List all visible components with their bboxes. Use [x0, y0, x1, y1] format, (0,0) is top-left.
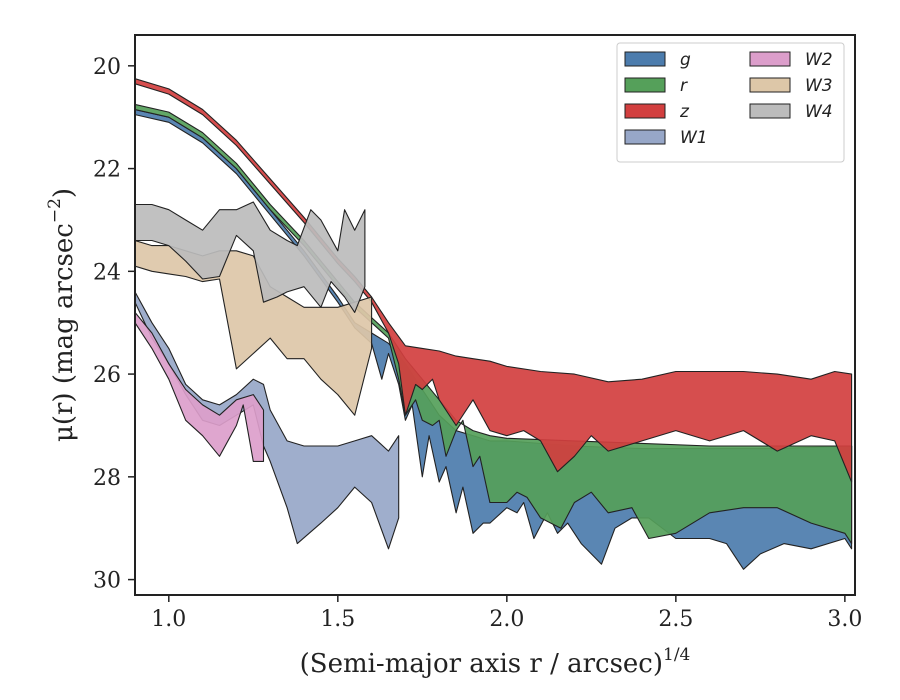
y-tick-label: 28	[93, 466, 121, 491]
y-tick-label: 20	[93, 55, 121, 80]
legend: grz W1 W2 W3 W4	[616, 42, 845, 163]
y-tick-label: 24	[93, 260, 121, 285]
x-tick-label: 1.0	[151, 607, 186, 632]
x-tick-label: 1.5	[320, 607, 355, 632]
legend-label-w1: W1	[680, 128, 708, 148]
y-axis-label-exponent: −2	[45, 198, 65, 223]
legend-swatch-w3	[749, 77, 791, 93]
y-axis-label-close: )	[49, 188, 79, 198]
legend-label-r: r	[680, 76, 688, 96]
legend-label-w3: W3	[805, 76, 833, 96]
band-z	[135, 78, 853, 483]
x-axis-label: (Semi-major axis r / arcsec)1/4	[300, 645, 691, 679]
legend-frame	[616, 42, 845, 163]
x-axis-label-text: (Semi-major axis r / arcsec)	[300, 649, 663, 679]
y-axis-label: μ(r) (mag arcsec−2)	[45, 188, 79, 442]
y-axis: 20 22 24 26 28 30	[93, 55, 135, 594]
plot-frame	[134, 34, 856, 596]
legend-swatch-r	[624, 77, 666, 93]
profile-bands	[135, 78, 853, 570]
y-tick-label: 26	[93, 363, 121, 388]
x-axis-label-exponent: 1/4	[663, 645, 690, 665]
legend-swatch-w4	[749, 103, 791, 119]
legend-swatch-z	[624, 103, 666, 119]
legend-label-w4: W4	[805, 102, 833, 122]
legend-swatch-w2	[749, 51, 791, 67]
y-axis-label-text: μ(r) (mag arcsec	[49, 223, 79, 442]
legend-swatch-g	[624, 51, 666, 67]
x-tick-label: 2.0	[489, 607, 524, 632]
legend-label-w2: W2	[805, 50, 833, 70]
x-tick-label: 3.0	[827, 607, 862, 632]
band-w2	[135, 311, 265, 462]
legend-label-g: g	[680, 50, 691, 70]
x-tick-label: 2.5	[658, 607, 693, 632]
legend-label-z: z	[679, 102, 690, 122]
legend-swatch-w1	[624, 129, 666, 145]
x-axis: 1.0 1.5 2.0 2.5 3.0	[151, 595, 862, 632]
y-tick-label: 22	[93, 158, 121, 183]
band-w4	[135, 201, 366, 313]
y-tick-label: 30	[93, 569, 121, 594]
